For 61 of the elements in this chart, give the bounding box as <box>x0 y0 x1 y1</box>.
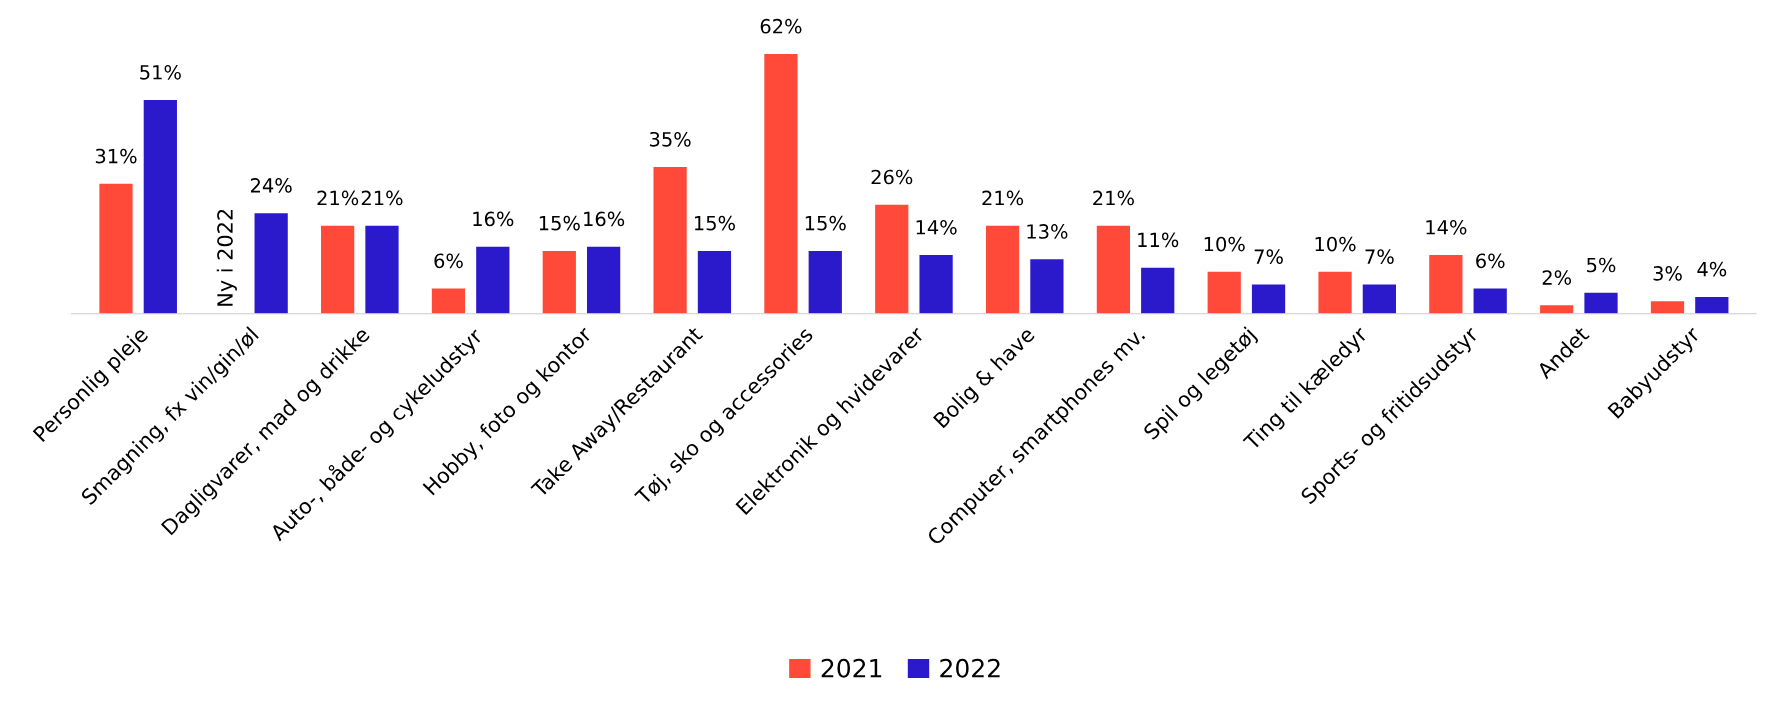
data-label: 6% <box>434 253 463 269</box>
bar <box>1207 271 1241 314</box>
bar <box>1650 301 1685 314</box>
legend-label: 2022 <box>940 658 1000 678</box>
data-label: 26% <box>871 169 913 185</box>
bar <box>1030 259 1064 314</box>
data-label: 15% <box>694 215 735 231</box>
data-label: 10% <box>1204 236 1245 252</box>
data-label: 62% <box>760 18 802 34</box>
bar <box>1473 288 1507 314</box>
data-label: 7% <box>1254 249 1283 264</box>
bar <box>653 167 687 314</box>
data-label: 51% <box>140 64 181 80</box>
annotation: Ny i 2022 <box>216 209 237 306</box>
legend-label: 2021 <box>821 658 882 678</box>
data-label: 4% <box>1697 261 1727 277</box>
bar <box>919 255 953 314</box>
bar <box>808 250 842 314</box>
bar <box>431 288 466 314</box>
bar <box>1096 225 1131 314</box>
data-label: 2% <box>1542 270 1572 285</box>
data-label: 5% <box>1587 257 1616 273</box>
bar <box>542 250 576 314</box>
data-label: 15% <box>805 215 846 231</box>
bar <box>321 225 355 314</box>
bar <box>1584 292 1618 314</box>
bar <box>365 225 399 314</box>
bar <box>1362 284 1396 314</box>
data-label: 16% <box>584 211 625 227</box>
data-label: 35% <box>649 131 691 147</box>
bar <box>875 204 909 314</box>
bar <box>1318 271 1352 314</box>
bar <box>1429 255 1463 314</box>
data-label: 7% <box>1365 249 1394 264</box>
bar <box>99 183 133 314</box>
bar <box>985 225 1020 314</box>
data-label: 6% <box>1476 253 1505 269</box>
data-label: 15% <box>539 215 580 231</box>
data-label: 14% <box>1426 219 1467 235</box>
bar <box>1540 305 1574 314</box>
bar <box>1141 267 1175 314</box>
data-label: 21% <box>1093 190 1134 206</box>
data-label: 21% <box>317 190 359 206</box>
data-label: 16% <box>473 211 514 227</box>
bar <box>697 250 732 314</box>
data-label: 13% <box>1027 224 1068 239</box>
bar <box>254 213 288 314</box>
data-label: 31% <box>95 148 137 164</box>
data-label: 10% <box>1315 236 1356 252</box>
bar <box>764 53 798 314</box>
data-label: 3% <box>1653 266 1682 281</box>
data-label: 24% <box>250 178 292 193</box>
bar <box>587 246 621 314</box>
data-label: 21% <box>361 190 403 206</box>
data-label: 14% <box>916 219 957 235</box>
data-label: 21% <box>982 190 1024 206</box>
bar <box>476 246 510 314</box>
bar <box>143 100 177 314</box>
data-label: 11% <box>1138 232 1179 248</box>
bar <box>1251 284 1286 314</box>
bar <box>1695 296 1729 314</box>
